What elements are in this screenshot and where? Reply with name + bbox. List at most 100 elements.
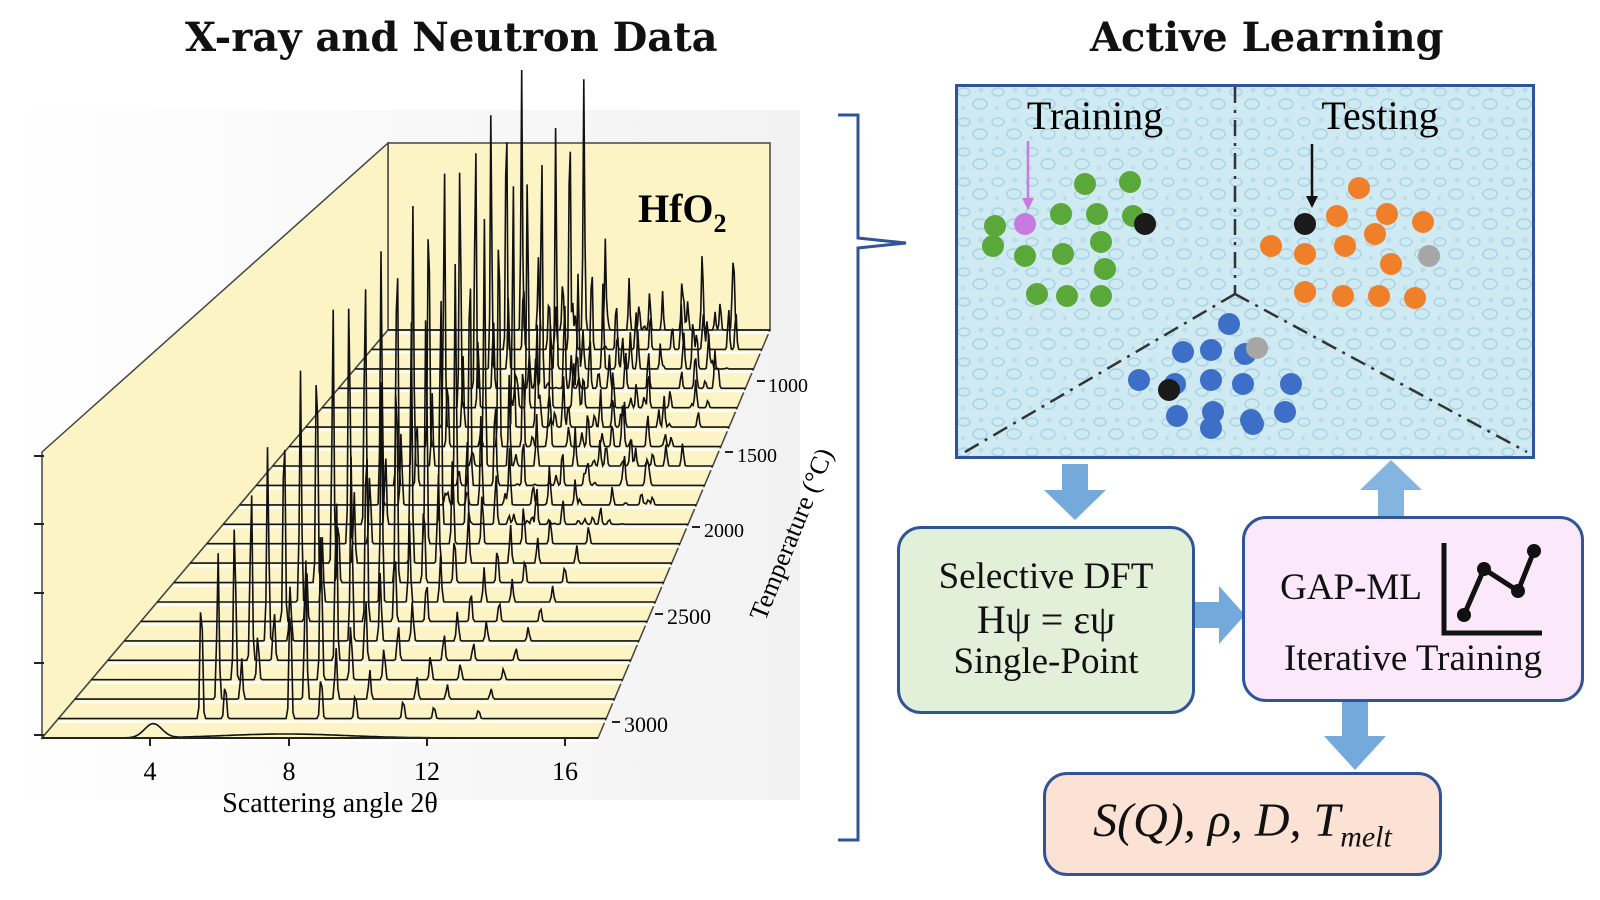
testing-dot (1332, 285, 1354, 307)
x-tick-label: 12 (414, 757, 440, 786)
training-dot (1050, 203, 1072, 225)
diffraction-trace (223, 289, 689, 526)
line-chart-icon (1441, 542, 1542, 636)
diffraction-trace (58, 612, 607, 720)
sample-dot (1274, 401, 1296, 423)
testing-dot (1404, 287, 1426, 309)
right-arrow-to-gap (1195, 586, 1245, 644)
schrodinger-equation: Hψ = εψ (976, 597, 1116, 642)
temperature-tick-label: 1500 (737, 445, 777, 467)
diffraction-traces (42, 69, 770, 743)
x-tick-label: 4 (144, 757, 157, 786)
temperature-tick-label: 1000 (768, 375, 808, 397)
diffraction-trace (355, 115, 754, 370)
testing-dot (1368, 285, 1390, 307)
testing-label: Testing (1321, 93, 1438, 138)
sample-dot (1200, 369, 1222, 391)
testing-dot (1326, 205, 1348, 227)
sample-dot (1202, 401, 1224, 423)
right-panel-title: Active Learning (1090, 14, 1444, 61)
output-properties: S(Q), ρ, D, Tmelt (1093, 793, 1392, 854)
selective-dft-box: Selective DFT Hψ = εψ Single-Point (897, 526, 1195, 714)
training-dot (1052, 243, 1074, 265)
training-dot (1056, 285, 1078, 307)
black-dot (1294, 213, 1316, 235)
training-label: Training (1027, 93, 1163, 138)
x-tick-label: 16 (552, 757, 578, 786)
sample-dot (1232, 373, 1254, 395)
temperature-tick-label: 2000 (704, 520, 744, 542)
diffraction-trace (75, 553, 615, 700)
training-dot (1074, 173, 1096, 195)
training-dot (984, 215, 1006, 237)
grey-dot (1246, 337, 1268, 359)
sample-dot (1280, 373, 1302, 395)
down-arrow-to-output (1324, 702, 1386, 770)
sample-dot (1172, 341, 1194, 363)
testing-dot (1260, 235, 1282, 257)
diffraction-trace (140, 449, 648, 623)
down-arrow-to-dft (1044, 464, 1106, 520)
material-label: HfO2 (638, 186, 727, 238)
black-dot (1158, 379, 1180, 401)
black-dot (1134, 213, 1156, 235)
testing-dot (1294, 281, 1316, 303)
x-axis-label: Scattering angle 2θ (222, 788, 438, 819)
testing-dot (1348, 177, 1370, 199)
testing-dot (1380, 253, 1402, 275)
sample-dots (982, 171, 1440, 439)
testing-dot (1364, 223, 1386, 245)
testing-dot (1334, 235, 1356, 257)
selected-training-dot (1014, 213, 1036, 235)
active-learning-panel: Training Testing (955, 84, 1535, 459)
diffraction-trace (190, 309, 672, 564)
sample-dot (1218, 313, 1240, 335)
grouping-brace (838, 113, 907, 842)
diffraction-trace (338, 153, 746, 390)
sample-dot (1200, 417, 1222, 439)
diffraction-trace (305, 173, 729, 429)
diffraction-trace (289, 239, 721, 449)
testing-arrow-head (1306, 196, 1318, 208)
training-dot (1090, 231, 1112, 253)
grey-dot (1418, 245, 1440, 267)
diffraction-trace (157, 370, 656, 603)
sample-dot (1128, 369, 1150, 391)
temperature-tick-label: 3000 (624, 712, 668, 737)
diffraction-trace (124, 447, 639, 642)
partition-lines (964, 87, 1528, 454)
diffraction-trace (107, 495, 631, 662)
training-dot (1090, 285, 1112, 307)
iterative-training-label: Iterative Training (1284, 637, 1542, 679)
diffraction-trace (371, 142, 762, 351)
training-dot (1014, 245, 1036, 267)
training-dot (1026, 283, 1048, 305)
training-dot (1094, 258, 1116, 280)
left-panel-title: X-ray and Neutron Data (185, 14, 718, 61)
testing-dot (1376, 203, 1398, 225)
diffraction-trace (91, 529, 623, 681)
up-arrow-to-panel (1360, 460, 1422, 518)
sample-dot (1242, 413, 1264, 435)
testing-dot (1412, 211, 1434, 233)
dft-subtitle: Single-Point (953, 641, 1139, 682)
x-tick-label: 8 (283, 757, 296, 786)
temperature-tick-label: 2500 (667, 604, 711, 629)
diffraction-trace (173, 385, 664, 584)
output-properties-box: S(Q), ρ, D, Tmelt (1043, 772, 1442, 876)
training-dot (982, 235, 1004, 257)
x-axis: 4 8 12 16 Scattering angle 2θ (42, 737, 598, 819)
gap-ml-box: GAP-ML Iterative Training (1242, 516, 1584, 702)
training-dot (1086, 203, 1108, 225)
training-dot (1119, 171, 1141, 193)
panel-background (955, 84, 1535, 459)
y-axis-ticks (34, 455, 44, 736)
sample-dot (1166, 405, 1188, 427)
dft-title: Selective DFT (938, 556, 1154, 598)
diffraction-trace (322, 172, 738, 410)
training-arrow-head (1022, 198, 1034, 210)
testing-dot (1294, 243, 1316, 265)
gap-ml-label: GAP-ML (1280, 567, 1422, 609)
sample-dot (1200, 339, 1222, 361)
